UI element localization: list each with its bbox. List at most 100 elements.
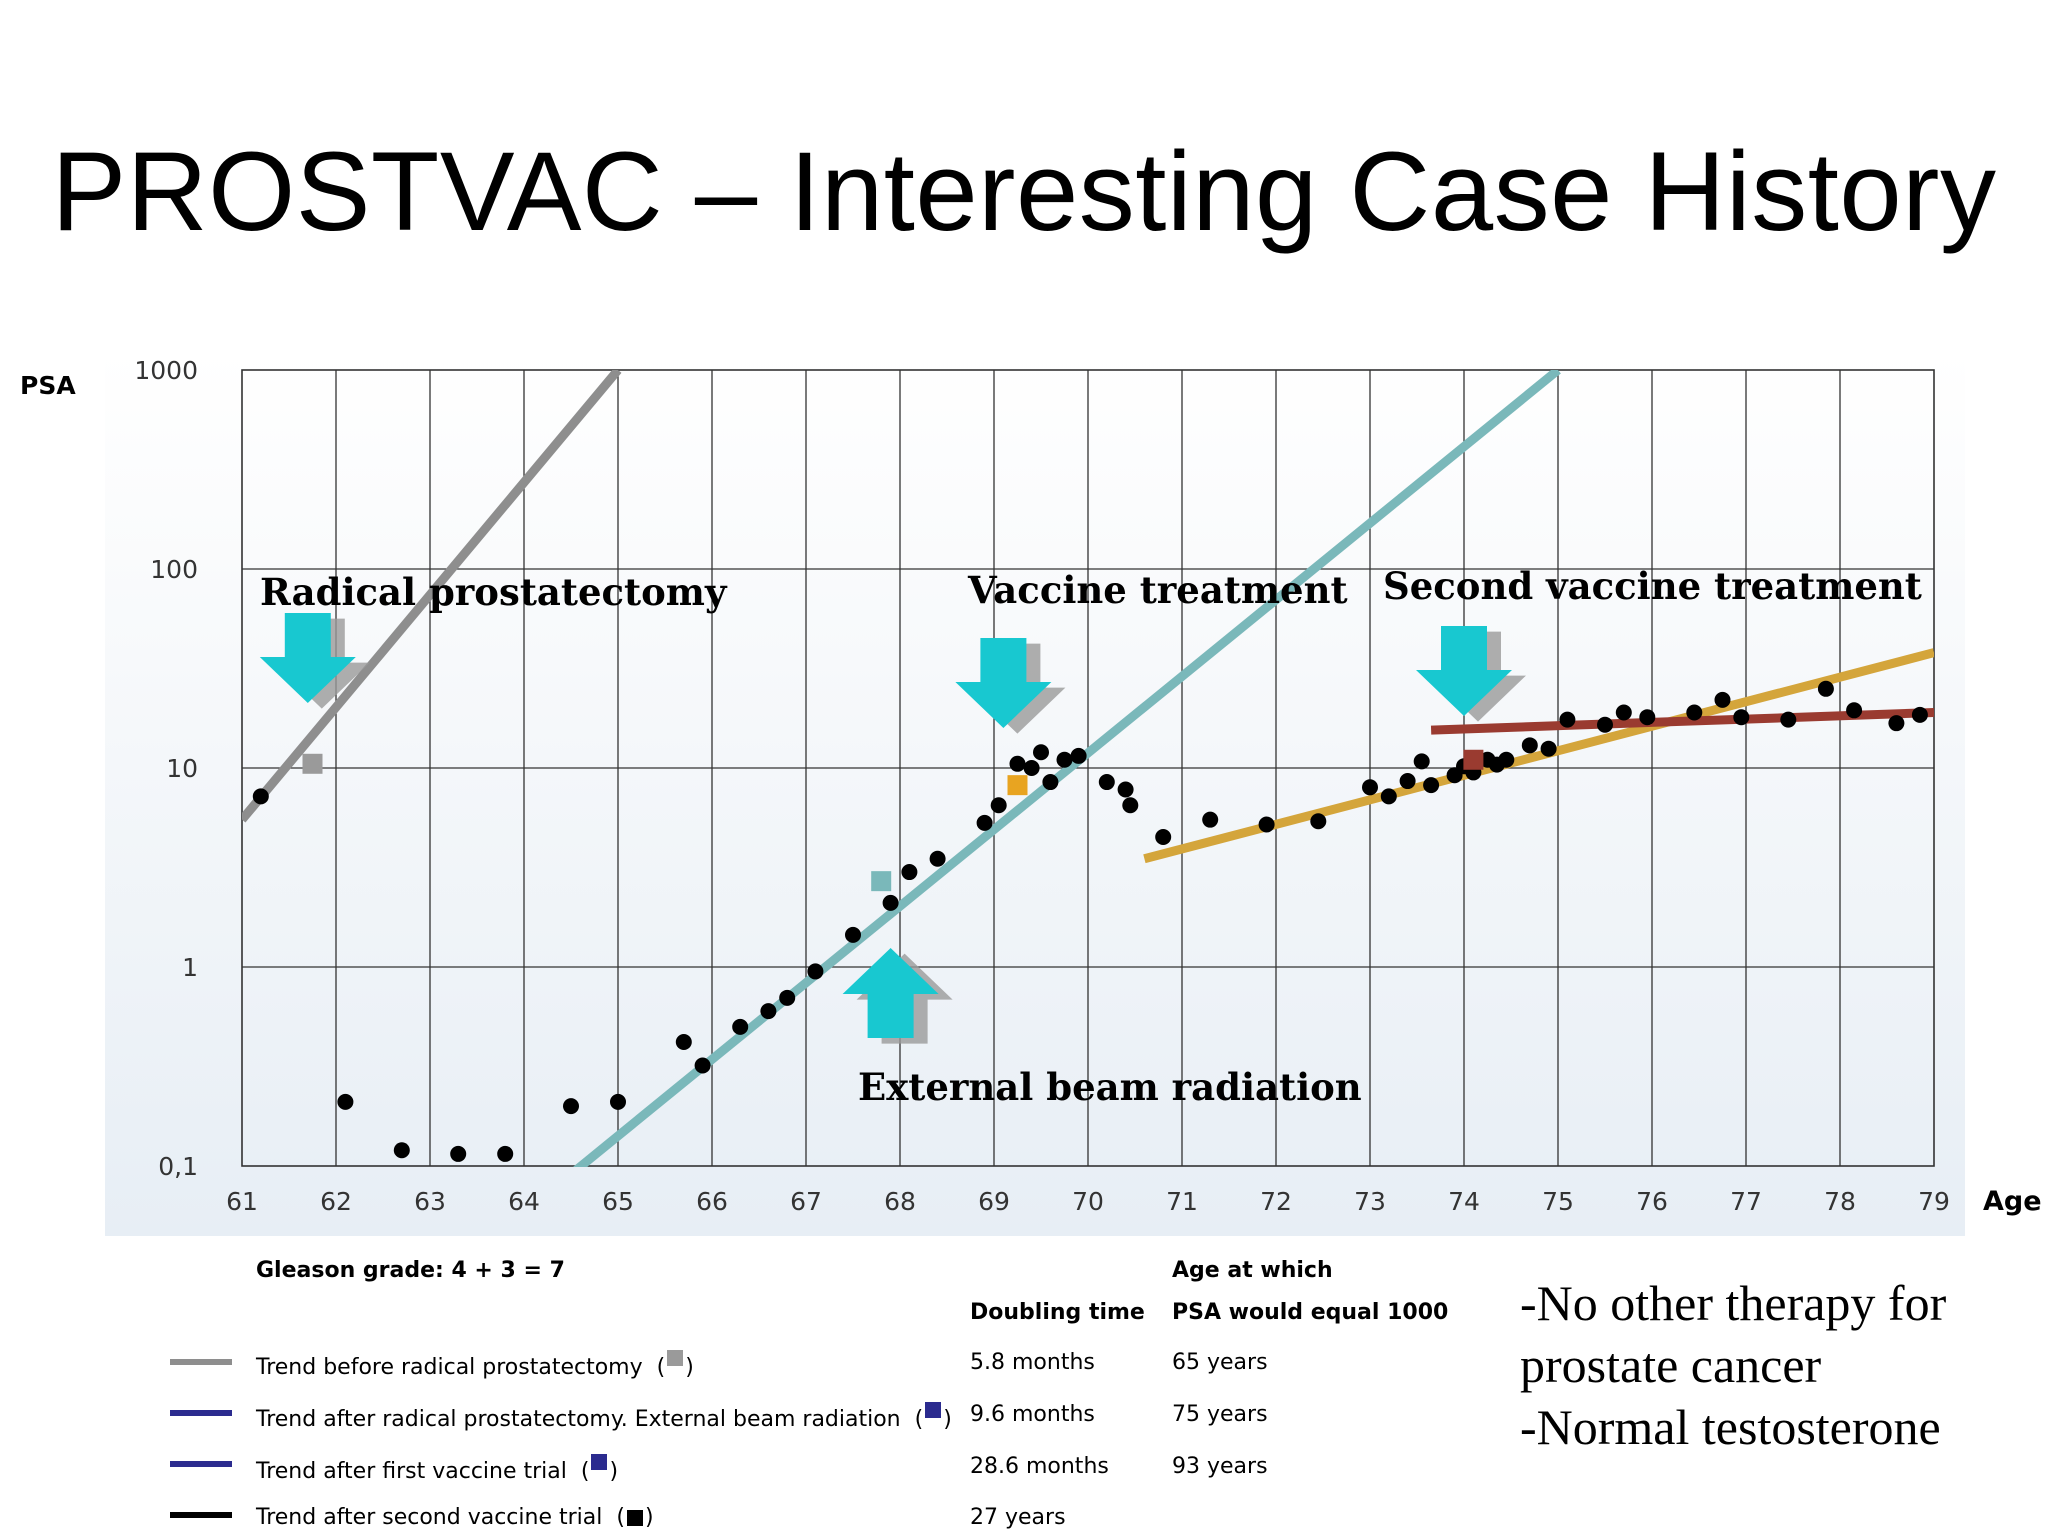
- square-marker: [871, 871, 892, 892]
- legend-black-square-icon: [626, 1510, 643, 1526]
- psa-point: [1817, 680, 1834, 697]
- psa-point: [1686, 704, 1703, 721]
- notes-box: -No other therapy for prostate cancer -N…: [1520, 1272, 1946, 1458]
- legend-doubling: 9.6 months: [970, 1402, 1095, 1427]
- psa-point: [1023, 760, 1040, 776]
- legend-age: 93 years: [1172, 1454, 1268, 1479]
- grid-layer: [241, 369, 1935, 1167]
- trend-layer: [242, 370, 1934, 1167]
- doubling-time-header: Doubling time: [970, 1300, 1145, 1325]
- note-line: -Normal testosterone: [1520, 1399, 1941, 1455]
- legend-line-navy: [170, 1410, 232, 1416]
- point-layer: [252, 680, 1928, 1162]
- psa-point: [1540, 740, 1557, 757]
- psa-point: [393, 1142, 410, 1159]
- psa-point: [1056, 751, 1073, 768]
- arrow-shape: [955, 638, 1052, 728]
- x-tick-label: 73: [1354, 1187, 1386, 1216]
- psa-point: [1202, 811, 1219, 828]
- legend-row: Trend before radical prostatectomy (): [256, 1350, 694, 1380]
- psa-point: [1714, 691, 1731, 708]
- y-axis-label: PSA: [20, 371, 76, 400]
- psa-point: [1559, 711, 1576, 728]
- legend-doubling: 5.8 months: [970, 1350, 1095, 1375]
- x-tick-label: 62: [320, 1187, 352, 1216]
- psa-point: [610, 1093, 626, 1110]
- psa-point: [694, 1057, 711, 1074]
- psa-point: [450, 1145, 467, 1162]
- x-tick-label: 66: [696, 1187, 728, 1216]
- x-axis-label: Age: [1983, 1186, 2042, 1217]
- x-tick-label: 67: [790, 1187, 822, 1216]
- psa-point: [1042, 774, 1059, 791]
- trend-line: [242, 370, 622, 823]
- down-arrow-icon: [259, 613, 370, 709]
- psa-point: [1098, 774, 1115, 791]
- psa-point: [563, 1098, 579, 1115]
- down-arrow-icon: [1416, 626, 1526, 722]
- psa-point: [1009, 755, 1026, 772]
- psa-point: [1380, 788, 1397, 805]
- legend-label: Trend after second vaccine trial: [256, 1505, 603, 1530]
- psa-point: [1911, 706, 1928, 723]
- x-tick-label: 64: [508, 1187, 540, 1216]
- legend-label: Trend after first vaccine trial: [256, 1459, 567, 1484]
- legend-age: 65 years: [1172, 1350, 1268, 1375]
- psa-point: [976, 814, 993, 831]
- psa-point: [882, 894, 899, 911]
- age-header-line1: Age at which: [1172, 1258, 1333, 1283]
- legend-line-black: [170, 1512, 232, 1518]
- psa-point: [990, 797, 1007, 814]
- axis-layer: 61 62 63 64 65 66 67 68 69 70 71 72 73 74 75 76 77 78 7910…: [20, 356, 2042, 1217]
- x-tick-label: 77: [1730, 1187, 1762, 1216]
- x-tick-label: 71: [1166, 1187, 1198, 1216]
- legend-gray-square-icon: [667, 1350, 684, 1366]
- psa-point: [929, 850, 946, 867]
- psa-point: [845, 926, 861, 943]
- y-tick-label: 1: [182, 953, 198, 982]
- legend-row: Trend after radical prostatectomy. Exter…: [256, 1402, 952, 1432]
- x-tick-label: 74: [1448, 1187, 1480, 1216]
- x-tick-label: 68: [884, 1187, 916, 1216]
- legend-navy-square-icon: [591, 1454, 608, 1470]
- psa-point: [1521, 737, 1538, 754]
- psa-point: [1258, 816, 1275, 833]
- note-line: -No other therapy for: [1520, 1275, 1947, 1331]
- psa-point: [1399, 773, 1416, 790]
- legend-line-navy: [170, 1461, 232, 1467]
- annotation-vaccine-treatment: Vaccine treatment: [968, 568, 1348, 612]
- legend-doubling: 28.6 months: [970, 1454, 1109, 1479]
- psa-point: [1846, 702, 1863, 719]
- y-tick-label: 100: [150, 555, 198, 584]
- psa-point: [1122, 797, 1139, 814]
- psa-point: [807, 963, 824, 980]
- legend-label: Trend before radical prostatectomy: [256, 1355, 643, 1380]
- psa-point: [1615, 704, 1632, 721]
- x-tick-label: 69: [978, 1187, 1010, 1216]
- psa-point: [779, 989, 796, 1006]
- psa-point: [1033, 744, 1049, 761]
- arrow-shape: [1416, 626, 1512, 716]
- psa-point: [1362, 779, 1378, 796]
- arrow-shape: [259, 613, 356, 703]
- x-tick-label: 78: [1824, 1187, 1856, 1216]
- legend-row: Trend after second vaccine trial (): [256, 1505, 654, 1530]
- x-tick-label: 76: [1636, 1187, 1668, 1216]
- y-tick-label: 10: [166, 754, 198, 783]
- psa-point: [1498, 751, 1515, 768]
- legend-line-gray: [170, 1359, 232, 1365]
- trend-line: [1143, 648, 1934, 864]
- square-marker: [1463, 749, 1484, 770]
- x-tick-label: 63: [414, 1187, 446, 1216]
- gleason-grade: Gleason grade: 4 + 3 = 7: [256, 1258, 565, 1283]
- up-arrow-icon: [842, 948, 953, 1044]
- psa-point: [1310, 813, 1327, 830]
- age-header-line2: PSA would equal 1000: [1172, 1300, 1449, 1325]
- psa-point: [252, 788, 269, 805]
- legend-age: 75 years: [1172, 1402, 1268, 1427]
- y-tick-label: 1000: [134, 356, 198, 385]
- arrow-layer: [259, 613, 1526, 1044]
- down-arrow-icon: [955, 638, 1066, 734]
- legend-navy-square-icon: [925, 1402, 942, 1418]
